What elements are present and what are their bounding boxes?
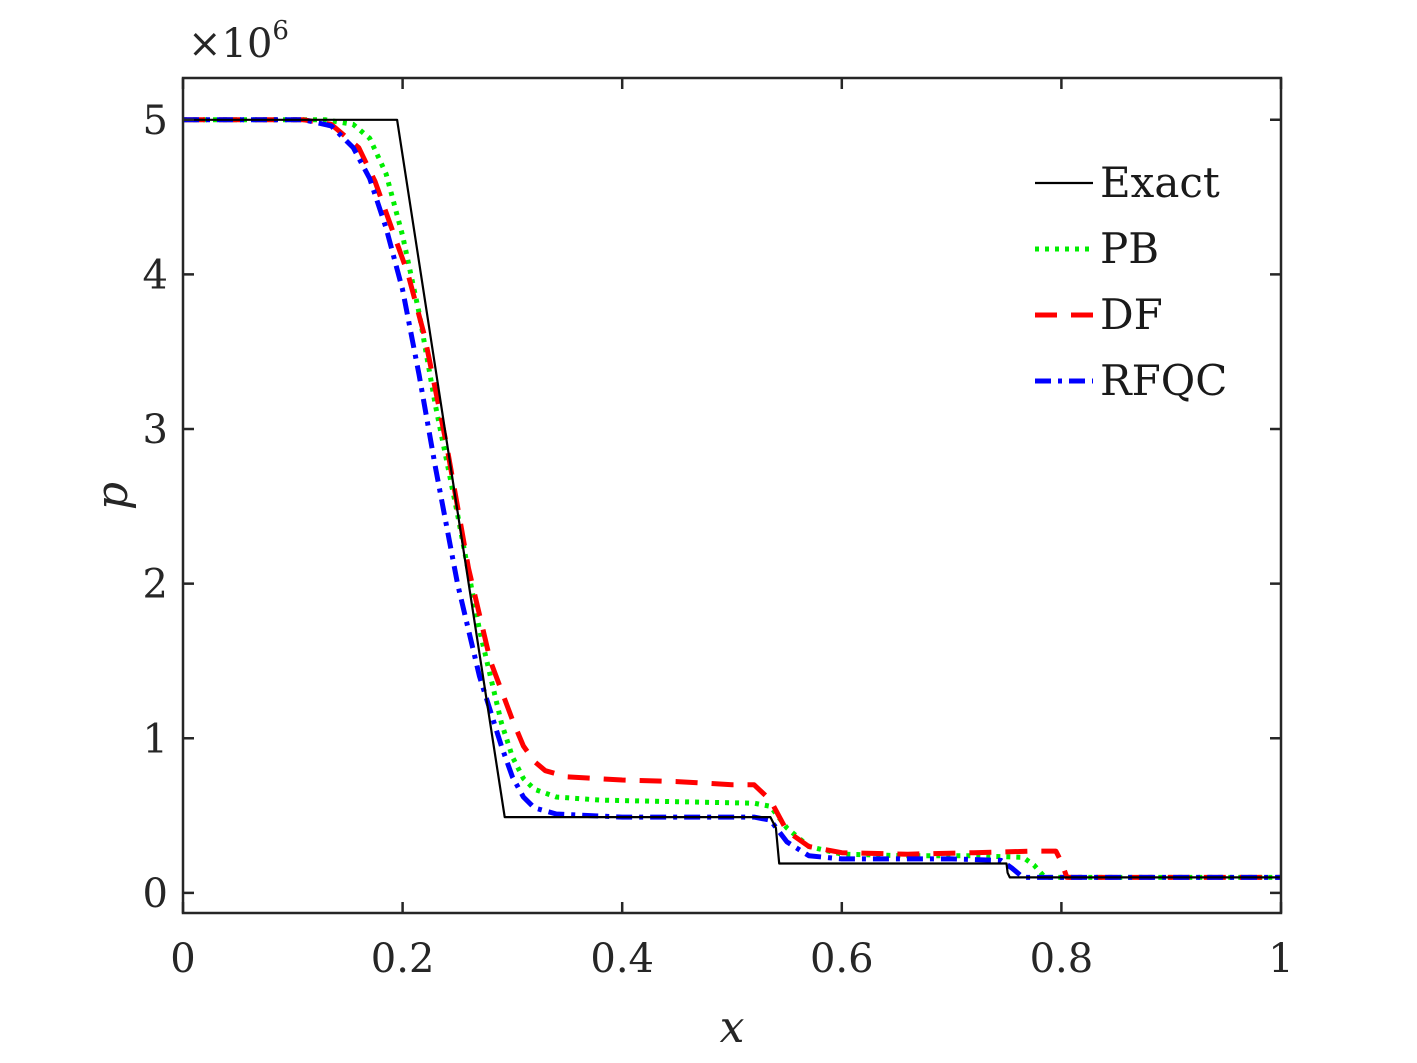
y-axis-multiplier: ×106 [188, 16, 289, 67]
series-line-pb [183, 117, 1281, 880]
plot-area-background [183, 78, 1281, 913]
y-axis-label: p [87, 482, 138, 510]
y-tick-label: 5 [143, 98, 168, 144]
legend-label-df: DF [1100, 290, 1163, 339]
x-tick-label: 0 [170, 936, 195, 982]
x-tick-label: 0.6 [810, 936, 874, 982]
y-tick-label: 0 [143, 871, 168, 917]
series-line-exact [183, 118, 1281, 879]
series-line-rfqc [183, 117, 1281, 880]
x-tick-label: 0.8 [1030, 936, 1094, 982]
ticks-layer: 0 0.2 0.4 0.6 0.8 1 0 1 2 3 4 5 [143, 78, 1294, 982]
y-tick-label: 3 [143, 407, 168, 453]
legend-label-exact: Exact [1100, 158, 1220, 207]
x-tick-label: 0.4 [590, 936, 654, 982]
y-tick-label: 2 [143, 562, 168, 608]
series-layer [183, 117, 1281, 880]
x-axis-label: x [720, 1002, 745, 1053]
legend-label-pb: PB [1100, 224, 1159, 273]
y-tick-label: 4 [143, 252, 168, 298]
x-tick-label: 0.2 [371, 936, 435, 982]
legend: Exact PB DF RFQC [1035, 158, 1227, 405]
plot-area-frame [181, 76, 1283, 915]
series-line-df [183, 117, 1281, 880]
x-tick-label: 1 [1268, 936, 1293, 982]
legend-label-rfqc: RFQC [1100, 356, 1227, 405]
y-tick-label: 1 [143, 716, 168, 762]
